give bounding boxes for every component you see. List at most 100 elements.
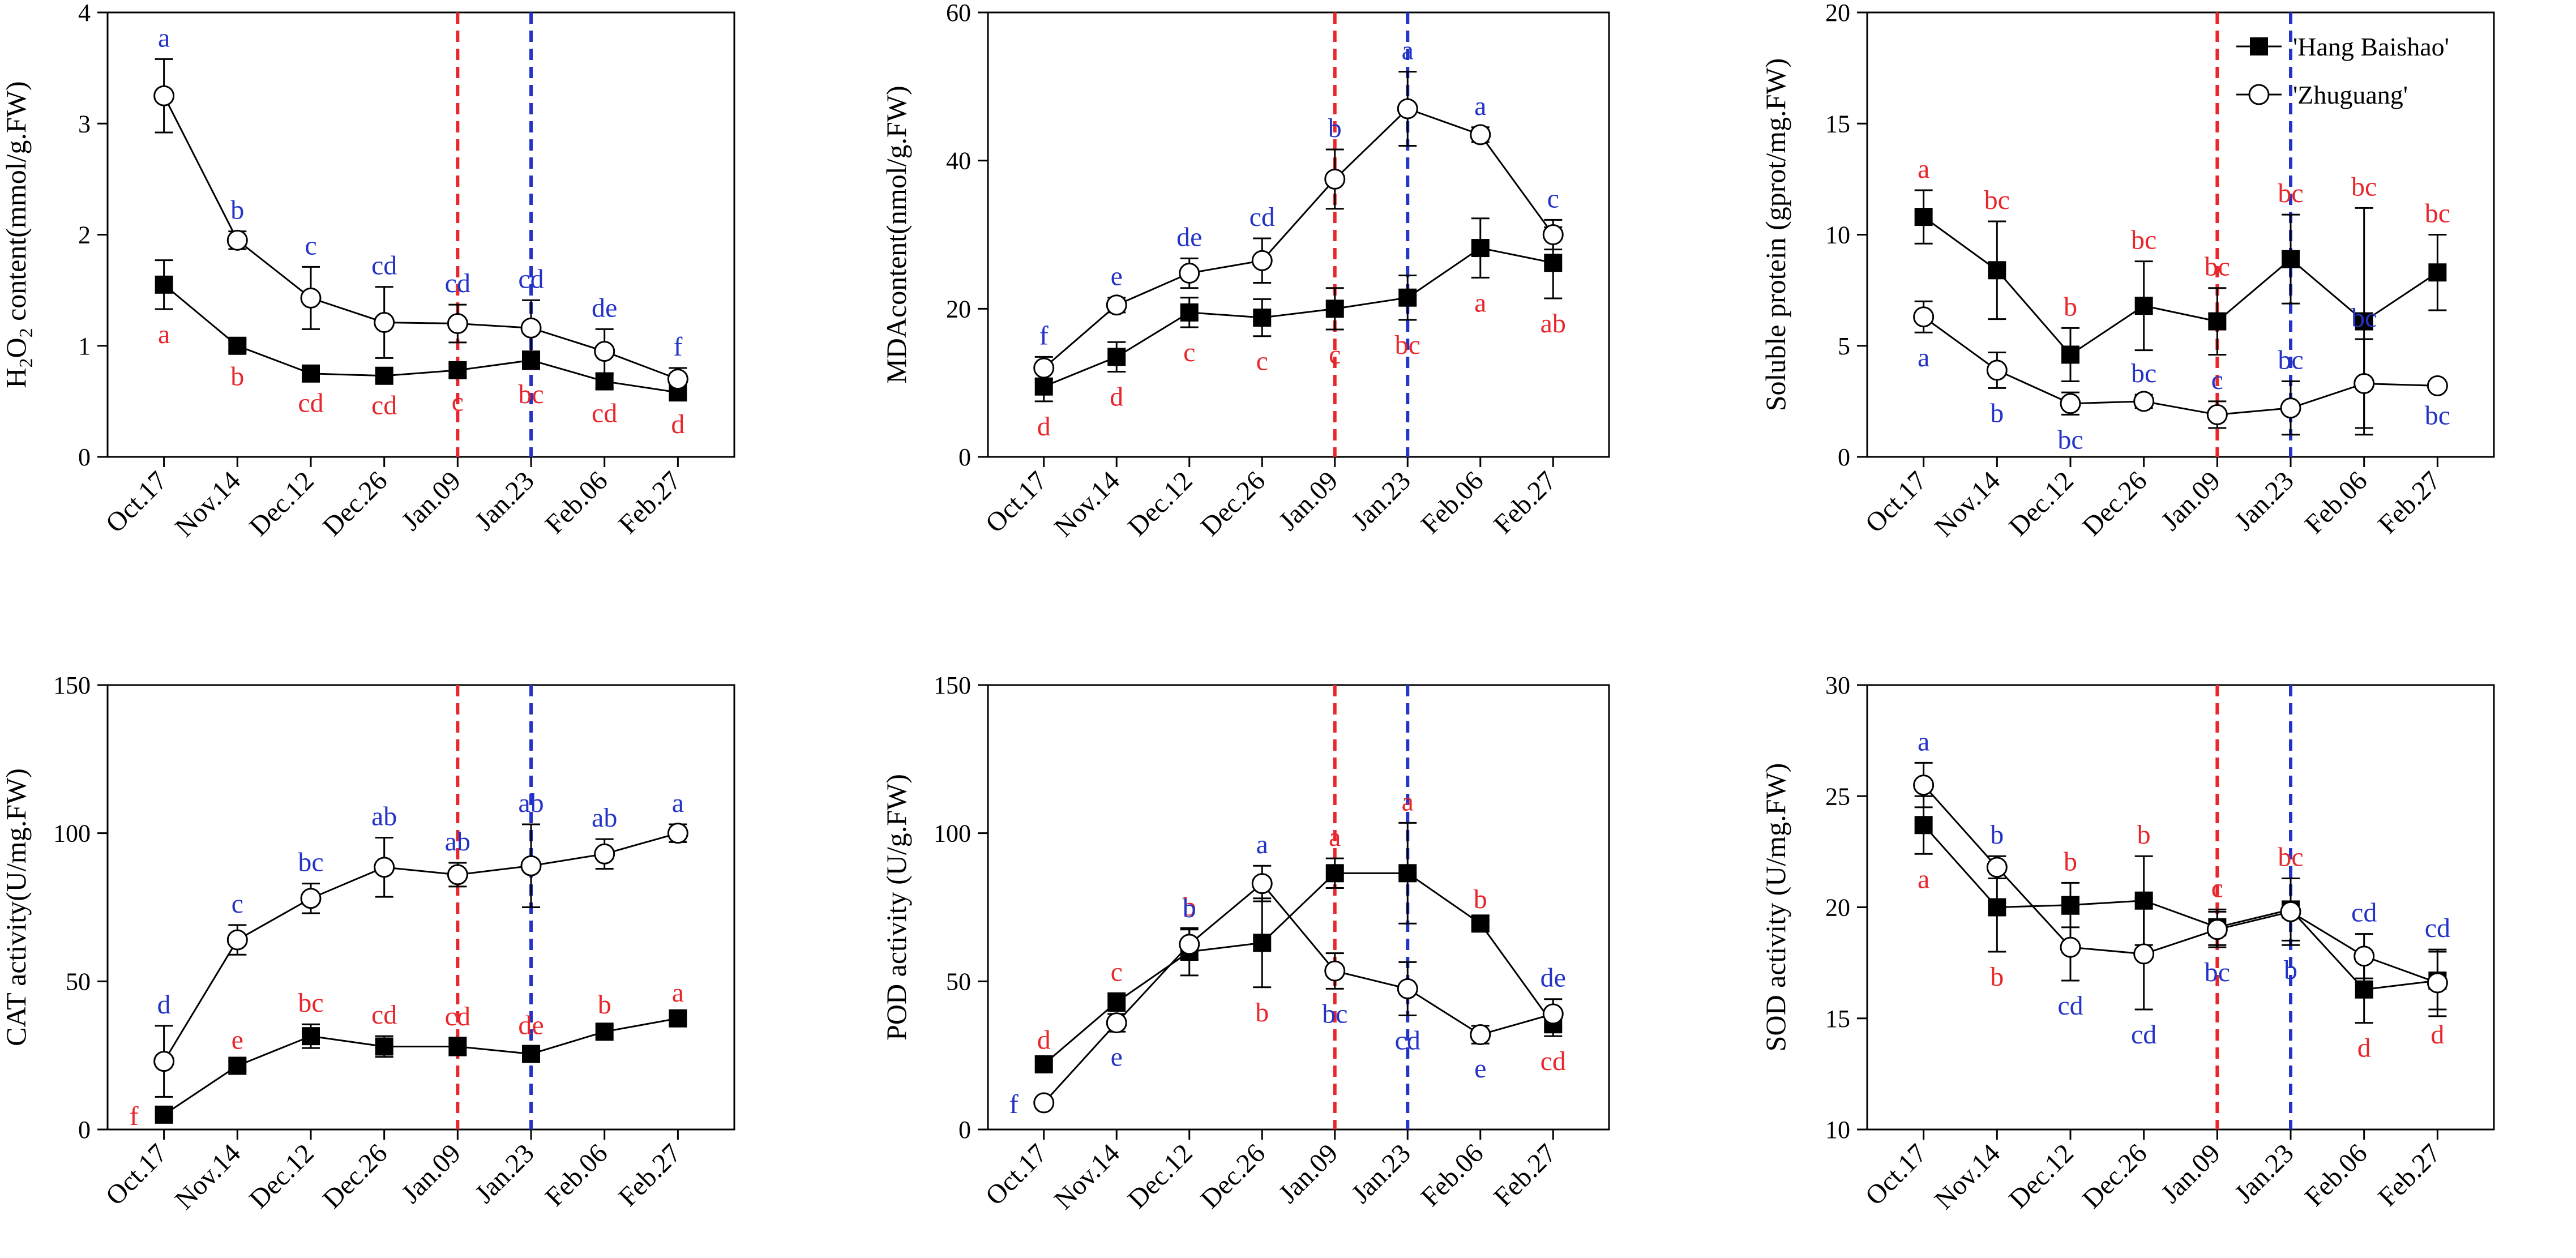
- data-point-square: [2061, 896, 2079, 914]
- data-point-square: [2355, 980, 2373, 999]
- x-tick-label: Dec.12: [1122, 465, 1199, 542]
- significance-letter: a: [158, 319, 170, 349]
- data-point-circle: [1324, 168, 1346, 190]
- data-point-circle: [1913, 306, 1935, 328]
- x-tick-label: Dec.26: [317, 1138, 393, 1214]
- significance-letter: d: [1110, 382, 1123, 412]
- y-tick-label: 5: [1838, 332, 1850, 360]
- data-point-circle: [594, 843, 615, 865]
- significance-letter: bc: [2425, 400, 2450, 430]
- data-point-square: [448, 361, 467, 379]
- significance-letter: bc: [2205, 957, 2230, 987]
- significance-letter: d: [157, 990, 171, 1020]
- data-point-circle: [2354, 373, 2375, 394]
- data-point-circle: [447, 864, 468, 885]
- legend: 'Hang Baishao' 'Zhuguang': [2236, 32, 2449, 109]
- series-line-0: [1923, 824, 2438, 991]
- legend-label-zhuguang: 'Zhuguang': [2293, 80, 2408, 109]
- legend-marker-square: [2250, 37, 2268, 55]
- significance-letter: d: [1037, 412, 1051, 442]
- significance-letter: c: [452, 387, 464, 417]
- data-point-square: [1914, 816, 1933, 835]
- x-tick-label: Oct.17: [980, 465, 1053, 538]
- data-point-square: [228, 336, 247, 355]
- series-line-0: [163, 1017, 678, 1116]
- series-line-1: [1923, 316, 2438, 416]
- significance-letter: a: [672, 788, 684, 818]
- significance-letter: e: [1474, 1054, 1486, 1084]
- data-point-square: [301, 1027, 320, 1046]
- x-tick-label: Dec.26: [317, 465, 393, 542]
- significance-letter: a: [1474, 91, 1486, 121]
- y-axis-label-part: 2: [16, 358, 37, 368]
- significance-letter: de: [1176, 222, 1202, 252]
- significance-letter: a: [1918, 864, 1929, 894]
- significance-letter: bc: [2057, 425, 2083, 455]
- data-point-circle: [2206, 919, 2228, 940]
- significance-letter: e: [1111, 262, 1123, 292]
- series-line-0: [1043, 247, 1554, 388]
- y-tick-label: 0: [78, 1116, 91, 1144]
- data-point-square: [1180, 303, 1199, 322]
- y-axis-label: CAT activity(U/mg.FW): [0, 768, 32, 1046]
- data-point-square: [1034, 1055, 1053, 1073]
- data-point-circle: [300, 888, 322, 909]
- significance-letter: f: [673, 332, 682, 362]
- significance-letter: bc: [2278, 842, 2303, 872]
- x-tick-label: Feb.27: [1488, 1138, 1562, 1212]
- data-point-circle: [226, 229, 248, 251]
- data-point-square: [375, 1037, 393, 1056]
- x-tick-label: Oct.17: [980, 1138, 1053, 1211]
- x-tick-label: Dec.12: [243, 465, 320, 542]
- data-point-circle: [2280, 397, 2301, 419]
- significance-letter: cd: [518, 264, 544, 294]
- significance-letter: a: [1474, 288, 1486, 318]
- significance-letter: bc: [298, 988, 323, 1018]
- plot-frame: [106, 11, 735, 458]
- plot-frame: [1866, 11, 2495, 458]
- significance-letter: a: [1329, 822, 1341, 852]
- significance-letter: bc: [2131, 358, 2156, 388]
- data-point-square: [1398, 864, 1417, 883]
- x-tick-label: Jan.09: [1273, 1138, 1343, 1209]
- significance-letter: cd: [1541, 1046, 1566, 1076]
- significance-letter: d: [2430, 1020, 2444, 1050]
- y-tick-label: 15: [1825, 1005, 1850, 1033]
- data-point-square: [228, 1056, 247, 1075]
- y-axis-label: MDAcontent(nmol/g.FW): [880, 85, 912, 383]
- significance-letter: de: [518, 1010, 544, 1040]
- data-point-square: [1398, 288, 1417, 307]
- x-tick-label: Dec.12: [2003, 465, 2079, 542]
- significance-letter: b: [230, 362, 244, 392]
- significance-letter: b: [1183, 893, 1196, 923]
- data-point-circle: [1913, 775, 1935, 796]
- data-point-square: [1107, 992, 1126, 1011]
- data-point-square: [155, 1105, 173, 1124]
- data-point-circle: [1251, 873, 1273, 895]
- series-line-0: [163, 284, 678, 393]
- x-tick-label: Jan.23: [2229, 465, 2300, 536]
- data-point-square: [1914, 208, 1933, 226]
- significance-letter: f: [1009, 1089, 1019, 1119]
- x-tick-label: Nov.14: [1049, 1138, 1126, 1215]
- data-point-circle: [2427, 375, 2448, 396]
- data-point-circle: [1106, 294, 1127, 316]
- x-tick-label: Nov.14: [169, 465, 246, 542]
- y-tick-label: 20: [946, 295, 971, 323]
- y-tick-label: 3: [78, 110, 91, 138]
- data-point-circle: [2427, 972, 2448, 994]
- significance-letter: c: [2211, 873, 2223, 903]
- significance-letter: cd: [1250, 202, 1275, 232]
- data-point-square: [2282, 250, 2300, 268]
- x-tick-label: Feb.27: [613, 1138, 687, 1212]
- data-point-square: [1325, 864, 1344, 883]
- significance-letter: ab: [1541, 309, 1566, 339]
- significance-letter: bc: [518, 379, 544, 409]
- significance-letter: b: [1990, 820, 2004, 850]
- y-tick-label: 30: [1825, 671, 1850, 699]
- x-tick-label: Oct.17: [1859, 1138, 1932, 1211]
- significance-letter: b: [1328, 113, 1342, 143]
- x-tick-label: Jan.09: [396, 1138, 467, 1209]
